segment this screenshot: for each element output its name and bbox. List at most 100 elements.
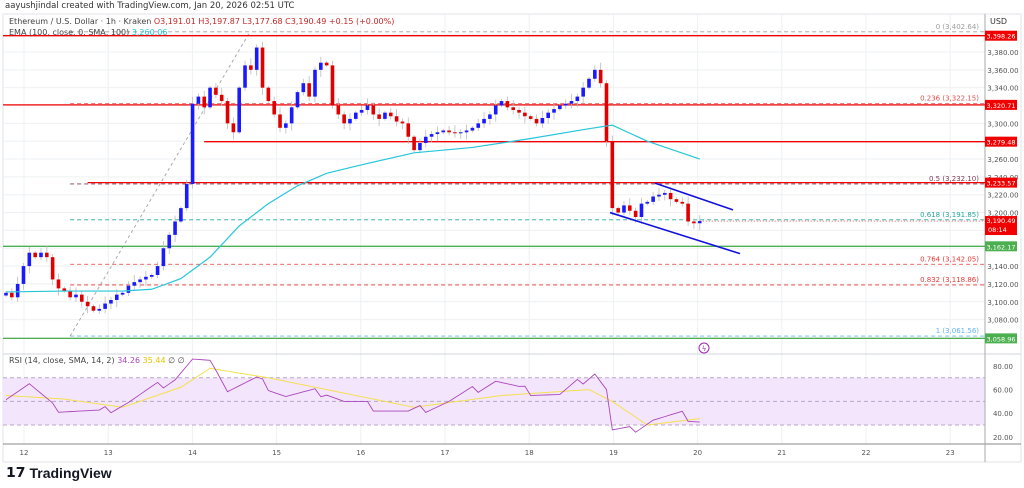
candle-body	[120, 292, 125, 295]
candle-body	[563, 103, 568, 106]
candle-body	[464, 130, 469, 133]
candle-body	[505, 101, 510, 108]
price-tick-label: 3,380.00	[987, 49, 1018, 57]
candle-body	[97, 308, 102, 311]
candle-body	[470, 127, 475, 131]
price-tag-label: 3,233.57	[987, 180, 1016, 188]
price-tick-label: 3,140.00	[987, 263, 1018, 271]
logo-text: TradingView	[29, 464, 112, 481]
candle-body	[610, 141, 615, 209]
candle-body	[225, 101, 230, 124]
time-tick-label: 12	[20, 449, 29, 457]
candle-body	[144, 276, 148, 280]
time-tick-label: 13	[104, 449, 113, 457]
fib-level-label: 0.618 (3,191.85)	[920, 211, 979, 219]
rsi-legend[interactable]: RSI (14, close, SMA, 14, 2) 34.26 35.44 …	[9, 356, 185, 365]
fib-level-label: 1 (3,061.56)	[936, 327, 980, 335]
rsi-tick-label: 40.00	[993, 410, 1013, 418]
rsi-sma-line	[5, 367, 700, 426]
fib-level-label: 0 (3,402.64)	[936, 23, 980, 31]
currency-selector[interactable]: USD	[990, 17, 1008, 26]
candle-body	[324, 62, 329, 66]
candle-body	[39, 252, 43, 258]
tradingview-logo: 𝟭𝟳 TradingView	[6, 464, 112, 481]
price-tag	[985, 99, 1017, 110]
candle-body	[488, 114, 492, 119]
candle-body	[74, 294, 78, 298]
candle-body	[342, 114, 346, 124]
candle-body	[272, 101, 276, 115]
price-tag-label: 3,398.26	[987, 33, 1016, 41]
channel-lower-line	[609, 211, 741, 255]
countdown-label: 08:14	[988, 226, 1007, 234]
candle-body	[517, 109, 521, 113]
candle-body	[45, 252, 49, 258]
rsi-sma-value: 35.44	[142, 356, 166, 365]
candle-body	[173, 221, 177, 235]
price-tick-label: 3,200.00	[987, 210, 1018, 218]
fib-level-label: 0.832 (3,118.86)	[920, 276, 979, 284]
last-price-tag	[985, 216, 1017, 236]
fib-trend-line	[69, 31, 251, 337]
candle-body	[418, 142, 422, 151]
candle-body	[534, 118, 539, 124]
candle-body	[330, 65, 335, 106]
candle-body	[21, 266, 26, 284]
candle-body	[528, 116, 533, 119]
candle-body	[447, 130, 451, 133]
change-value: +0.15 (+0.00%)	[328, 17, 395, 26]
candle-body	[301, 83, 306, 93]
rsi-value: 34.26	[117, 356, 141, 365]
candle-body	[62, 288, 67, 292]
price-tick-label: 3,260.00	[987, 156, 1018, 164]
candle-body	[85, 301, 90, 307]
rsi-line	[5, 358, 700, 433]
candle-body	[167, 234, 172, 249]
candle-body	[184, 184, 189, 209]
candle-body	[289, 107, 294, 124]
time-tick-label: 16	[356, 449, 365, 457]
candle-body	[680, 201, 685, 204]
time-tick-label: 21	[777, 449, 786, 457]
rsi-tick-label: 20.00	[993, 434, 1013, 442]
candle-body	[697, 221, 702, 224]
price-tick-label: 3,360.00	[987, 67, 1018, 75]
candle-body	[103, 303, 107, 309]
lightning-icon-glyph: ϟ	[702, 345, 707, 353]
candle-body	[114, 294, 119, 300]
symbol-legend[interactable]: Ethereum / U.S. Dollar · 1h · Kraken O3,…	[9, 17, 394, 26]
rsi-extra: ∅ ∅	[168, 356, 185, 365]
candle-body	[190, 103, 195, 185]
high-value: H3,197.87	[198, 17, 240, 26]
candle-body	[138, 279, 142, 283]
close-value: C3,190.49	[285, 17, 327, 26]
candle-body	[453, 132, 457, 134]
candle-body	[4, 292, 8, 296]
candle-body	[219, 94, 224, 102]
candle-body	[383, 112, 387, 119]
candle-body	[336, 105, 341, 115]
symbol-name: Ethereum / U.S. Dollar · 1h · Kraken	[9, 17, 152, 26]
candle-body	[476, 123, 481, 128]
last-price-label: 3,190.49	[987, 217, 1016, 225]
candle-body	[692, 221, 696, 224]
ema-legend[interactable]: EMA (100, close, 0, SMA, 100) 3,260.06	[9, 28, 167, 37]
candle-body	[622, 205, 626, 213]
candle-body	[68, 291, 72, 298]
candle-body	[237, 87, 241, 133]
candle-body	[27, 252, 32, 267]
candle-body	[109, 299, 113, 304]
candle-body	[558, 105, 562, 110]
fib-level-label: 0.5 (3,232.10)	[929, 175, 979, 183]
candle-body	[662, 192, 667, 195]
candle-body	[645, 201, 650, 204]
open-value: O3,191.01	[153, 17, 196, 26]
time-tick-label: 23	[946, 449, 955, 457]
candle-body	[546, 112, 550, 119]
candle-body	[359, 109, 364, 113]
price-tag-label: 3,162.17	[987, 243, 1016, 251]
price-tag	[985, 177, 1017, 188]
time-tick-label: 19	[609, 449, 618, 457]
candle-body	[499, 101, 504, 106]
